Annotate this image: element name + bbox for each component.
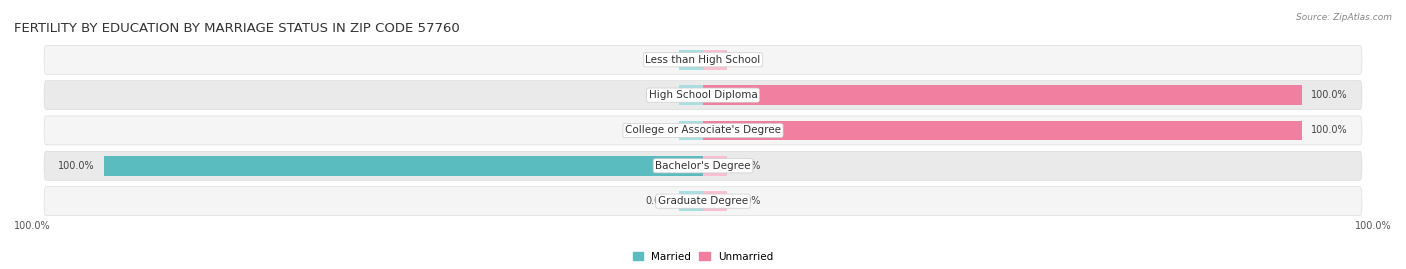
Bar — [703, 50, 727, 69]
Text: Source: ZipAtlas.com: Source: ZipAtlas.com — [1296, 13, 1392, 22]
FancyBboxPatch shape — [44, 45, 1362, 74]
Bar — [679, 192, 703, 211]
Legend: Married, Unmarried: Married, Unmarried — [628, 247, 778, 266]
Bar — [104, 156, 703, 175]
Text: 100.0%: 100.0% — [14, 221, 51, 231]
Bar — [679, 50, 703, 69]
Text: 0.0%: 0.0% — [735, 196, 761, 206]
Text: 0.0%: 0.0% — [735, 161, 761, 171]
Bar — [703, 121, 1302, 140]
Text: 0.0%: 0.0% — [645, 55, 671, 65]
Text: 0.0%: 0.0% — [645, 90, 671, 100]
Bar — [703, 85, 1302, 105]
Text: Bachelor's Degree: Bachelor's Degree — [655, 161, 751, 171]
FancyBboxPatch shape — [44, 187, 1362, 216]
Text: Less than High School: Less than High School — [645, 55, 761, 65]
Text: 0.0%: 0.0% — [735, 55, 761, 65]
Text: High School Diploma: High School Diploma — [648, 90, 758, 100]
FancyBboxPatch shape — [44, 81, 1362, 109]
Text: 100.0%: 100.0% — [1355, 221, 1392, 231]
Text: 100.0%: 100.0% — [58, 161, 96, 171]
Text: FERTILITY BY EDUCATION BY MARRIAGE STATUS IN ZIP CODE 57760: FERTILITY BY EDUCATION BY MARRIAGE STATU… — [14, 22, 460, 35]
FancyBboxPatch shape — [44, 151, 1362, 180]
Text: Graduate Degree: Graduate Degree — [658, 196, 748, 206]
Text: 100.0%: 100.0% — [1310, 125, 1348, 136]
Text: 0.0%: 0.0% — [645, 196, 671, 206]
Bar — [679, 121, 703, 140]
Bar — [703, 156, 727, 175]
Bar — [679, 85, 703, 105]
Text: 100.0%: 100.0% — [1310, 90, 1348, 100]
Text: College or Associate's Degree: College or Associate's Degree — [626, 125, 780, 136]
Text: 0.0%: 0.0% — [645, 125, 671, 136]
FancyBboxPatch shape — [44, 116, 1362, 145]
Bar — [703, 192, 727, 211]
